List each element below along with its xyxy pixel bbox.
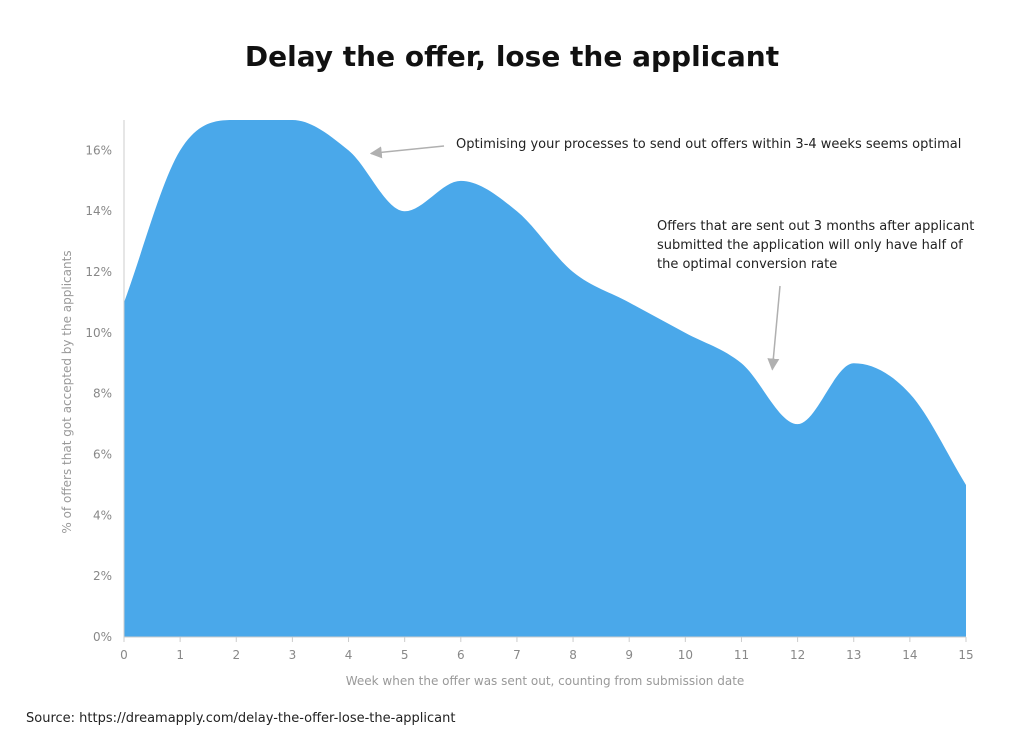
x-tick-label: 11 xyxy=(734,648,749,662)
y-tick-label: 10% xyxy=(85,326,112,340)
annotation-2-arrow xyxy=(767,285,781,371)
x-tick-label: 12 xyxy=(790,648,805,662)
x-axis-label: Week when the offer was sent out, counti… xyxy=(346,674,745,688)
annotation-2-line-2: submitted the application will only have… xyxy=(657,238,963,253)
x-tick-label: 13 xyxy=(846,648,861,662)
x-tick-label: 6 xyxy=(457,648,465,662)
x-tick-label: 7 xyxy=(513,648,521,662)
annotation-2-line-3: the optimal conversion rate xyxy=(657,257,837,272)
annotation-layer: Optimising your processes to send out of… xyxy=(369,137,974,371)
x-tick-label: 10 xyxy=(678,648,693,662)
y-tick-label: 4% xyxy=(93,508,112,522)
x-tick-label: 8 xyxy=(569,648,577,662)
x-tick-label: 4 xyxy=(345,648,353,662)
tick-layer: 0 1 2 3 4 5 6 7 8 9 10 11 12 13 14 150%2%4%6%8%10%12%14… xyxy=(85,143,973,662)
x-tick-label: 0 xyxy=(120,648,128,662)
x-tick-label: 5 xyxy=(401,648,409,662)
x-tick-label: 14 xyxy=(902,648,917,662)
area-series xyxy=(124,120,966,637)
y-tick-label: 2% xyxy=(93,569,112,583)
x-tick-label: 15 xyxy=(958,648,973,662)
source-note: Source: https://dreamapply.com/delay-the… xyxy=(26,711,456,726)
annotation-2-line-1: Offers that are sent out 3 months after … xyxy=(657,219,974,234)
x-tick-label: 2 xyxy=(232,648,240,662)
y-tick-label: 16% xyxy=(85,143,112,157)
y-axis-label: % of offers that got accepted by the app… xyxy=(60,250,74,533)
y-tick-label: 12% xyxy=(85,265,112,279)
y-tick-label: 0% xyxy=(93,630,112,644)
x-tick-label: 9 xyxy=(625,648,633,662)
axis-layer xyxy=(123,120,966,638)
y-tick-label: 6% xyxy=(93,448,112,462)
chart-title: Delay the offer, lose the applicant xyxy=(244,40,780,73)
x-tick-label: 3 xyxy=(289,648,297,662)
annotation-1-line-1: Optimising your processes to send out of… xyxy=(456,137,961,152)
y-tick-label: 8% xyxy=(93,387,112,401)
annotation-1-arrow xyxy=(369,145,445,159)
y-tick-label: 14% xyxy=(85,204,112,218)
x-tick-label: 1 xyxy=(176,648,184,662)
area-layer xyxy=(124,120,966,637)
